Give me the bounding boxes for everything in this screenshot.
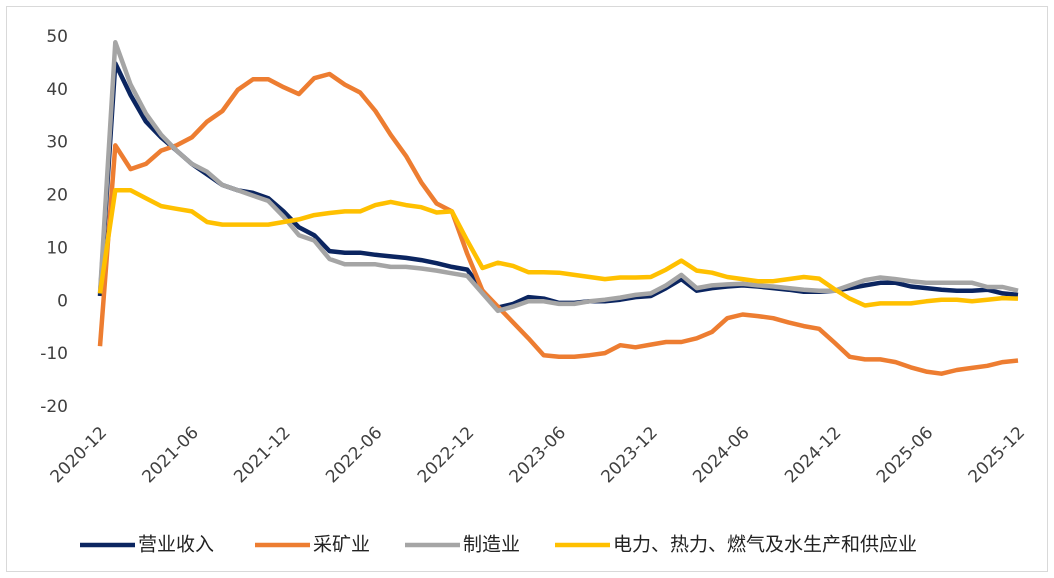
chart-border bbox=[6, 6, 1048, 572]
y-tick-label: 40 bbox=[46, 80, 68, 100]
y-tick-label: 50 bbox=[46, 27, 68, 47]
y-tick-label: 0 bbox=[57, 291, 68, 311]
legend-label: 营业收入 bbox=[138, 534, 214, 556]
y-tick-label: -20 bbox=[40, 397, 68, 417]
series-line bbox=[97, 71, 1019, 376]
y-tick-label: 30 bbox=[46, 133, 68, 153]
y-tick-label: 10 bbox=[46, 238, 68, 258]
legend-label: 制造业 bbox=[463, 534, 520, 556]
series-line bbox=[97, 40, 1019, 314]
legend-label: 电力、热力、燃气及水生产和供应业 bbox=[613, 534, 917, 556]
y-tick-label: 20 bbox=[46, 186, 68, 206]
series-line bbox=[97, 188, 1019, 308]
legend-label: 采矿业 bbox=[313, 534, 370, 556]
y-tick-label: -10 bbox=[40, 344, 68, 364]
